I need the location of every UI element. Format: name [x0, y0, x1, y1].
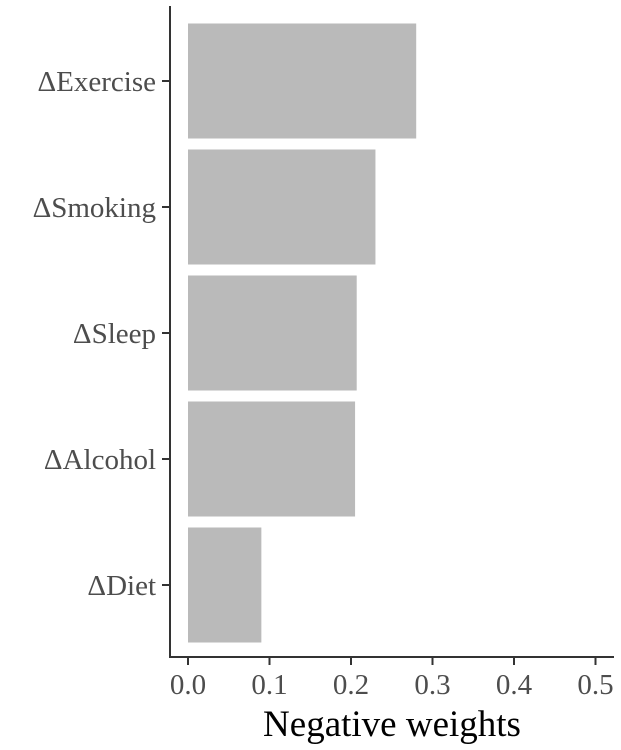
bar-2 — [188, 149, 376, 265]
y-tick-label: ΔSmoking — [33, 192, 156, 224]
x-tick-label: 0.3 — [414, 669, 450, 701]
x-tick-label: 0.0 — [170, 669, 206, 701]
x-tick-label: 0.1 — [251, 669, 287, 701]
x-tick-label: 0.2 — [333, 669, 369, 701]
x-tick-label: 0.4 — [496, 669, 533, 701]
y-tick-label: ΔAlcohol — [44, 444, 156, 476]
x-axis-title: Negative weights — [263, 704, 521, 745]
bars-group — [188, 23, 417, 643]
bar-4 — [188, 401, 356, 517]
x-tick-label: 0.5 — [577, 669, 613, 701]
ticks-group: ΔExercise ΔSmoking ΔSleep ΔAlcohol ΔDiet 0.0 0… — [33, 66, 614, 701]
y-tick-label: ΔSleep — [73, 318, 156, 350]
y-tick-label: ΔExercise — [38, 66, 156, 98]
y-tick-label: ΔDiet — [87, 570, 156, 602]
bar-5 — [188, 527, 262, 643]
bar-3 — [188, 275, 357, 391]
bar-1 — [188, 23, 417, 139]
